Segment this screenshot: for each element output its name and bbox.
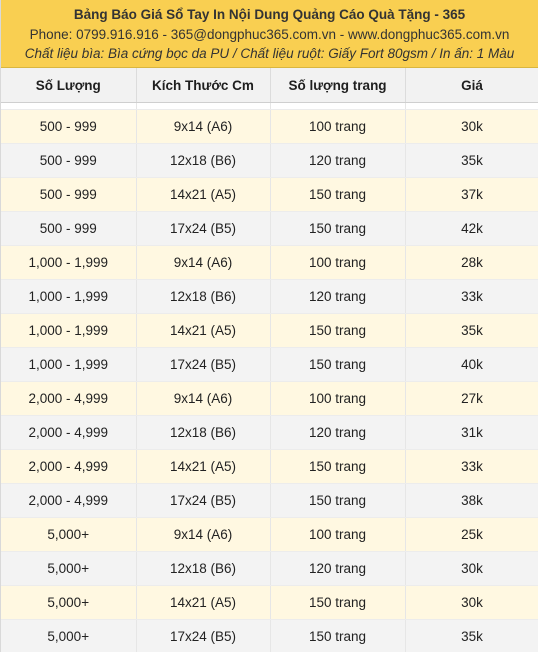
table-row: 500 - 999 14x21 (A5) 150 trang 37k bbox=[1, 177, 538, 212]
cell-pages[interactable]: 100 trang bbox=[270, 245, 406, 280]
table-row: 2,000 - 4,999 12x18 (B6) 120 trang 31k bbox=[1, 415, 538, 450]
cell-quantity[interactable]: 1,000 - 1,999 bbox=[1, 313, 137, 348]
table-row: 5,000+ 14x21 (A5) 150 trang 30k bbox=[1, 585, 538, 620]
table-row: 1,000 - 1,999 14x21 (A5) 150 trang 35k bbox=[1, 313, 538, 348]
cell-quantity[interactable]: 1,000 - 1,999 bbox=[1, 245, 137, 280]
cell-price[interactable]: 42k bbox=[405, 211, 538, 246]
cell-pages[interactable]: 100 trang bbox=[270, 381, 406, 416]
cell-size[interactable]: 17x24 (B5) bbox=[136, 619, 271, 652]
cell-size[interactable]: 12x18 (B6) bbox=[136, 143, 271, 178]
table-body: 500 - 999 9x14 (A6) 100 trang 30k 500 - 999 1… bbox=[1, 102, 538, 652]
cell-size[interactable]: 9x14 (A6) bbox=[136, 245, 271, 280]
table-row: 500 - 999 17x24 (B5) 150 trang 42k bbox=[1, 211, 538, 246]
cell-size[interactable]: 9x14 (A6) bbox=[136, 381, 271, 416]
cell-size[interactable]: 17x24 (B5) bbox=[136, 211, 271, 246]
cell-quantity[interactable]: 5,000+ bbox=[1, 551, 137, 586]
spacer-row bbox=[1, 102, 538, 110]
material-line: Chất liệu bìa: Bìa cứng bọc da PU / Chất… bbox=[24, 46, 515, 61]
table-row: 1,000 - 1,999 12x18 (B6) 120 trang 33k bbox=[1, 279, 538, 314]
cell-quantity[interactable]: 1,000 - 1,999 bbox=[1, 347, 137, 382]
cell-quantity[interactable]: 500 - 999 bbox=[1, 109, 137, 144]
cell-quantity[interactable]: 5,000+ bbox=[1, 517, 137, 552]
cell-pages[interactable]: 150 trang bbox=[270, 483, 406, 518]
cell-quantity[interactable]: 2,000 - 4,999 bbox=[1, 415, 137, 450]
cell-pages[interactable]: 150 trang bbox=[270, 619, 406, 652]
cell-pages[interactable]: 100 trang bbox=[270, 517, 406, 552]
price-table: Số Lượng Kích Thước Cm Số lượng trang Gi… bbox=[1, 68, 538, 652]
header-size[interactable]: Kích Thước Cm bbox=[136, 68, 271, 103]
cell-price[interactable]: 35k bbox=[405, 313, 538, 348]
sheet-title: Bảng Báo Giá Sổ Tay In Nội Dung Quảng Cá… bbox=[73, 7, 466, 22]
cell-price[interactable]: 25k bbox=[405, 517, 538, 552]
cell-quantity[interactable]: 1,000 - 1,999 bbox=[1, 279, 137, 314]
spacer-cell bbox=[1, 102, 137, 110]
cell-price[interactable]: 28k bbox=[405, 245, 538, 280]
cell-price[interactable]: 35k bbox=[405, 143, 538, 178]
table-row: 500 - 999 9x14 (A6) 100 trang 30k bbox=[1, 109, 538, 144]
cell-price[interactable]: 27k bbox=[405, 381, 538, 416]
cell-price[interactable]: 33k bbox=[405, 449, 538, 484]
cell-size[interactable]: 14x21 (A5) bbox=[136, 449, 271, 484]
cell-quantity[interactable]: 5,000+ bbox=[1, 619, 137, 652]
cell-price[interactable]: 40k bbox=[405, 347, 538, 382]
cell-price[interactable]: 37k bbox=[405, 177, 538, 212]
cell-size[interactable]: 12x18 (B6) bbox=[136, 551, 271, 586]
cell-size[interactable]: 14x21 (A5) bbox=[136, 585, 271, 620]
cell-size[interactable]: 17x24 (B5) bbox=[136, 483, 271, 518]
cell-pages[interactable]: 120 trang bbox=[270, 415, 406, 450]
cell-pages[interactable]: 150 trang bbox=[270, 313, 406, 348]
header-pages[interactable]: Số lượng trang bbox=[270, 68, 406, 103]
cell-pages[interactable]: 150 trang bbox=[270, 585, 406, 620]
table-row: 2,000 - 4,999 14x21 (A5) 150 trang 33k bbox=[1, 449, 538, 484]
cell-price[interactable]: 31k bbox=[405, 415, 538, 450]
table-row: 2,000 - 4,999 17x24 (B5) 150 trang 38k bbox=[1, 483, 538, 518]
table-row: 1,000 - 1,999 9x14 (A6) 100 trang 28k bbox=[1, 245, 538, 280]
spacer-cell bbox=[136, 102, 271, 110]
cell-pages[interactable]: 120 trang bbox=[270, 279, 406, 314]
cell-quantity[interactable]: 500 - 999 bbox=[1, 177, 137, 212]
spacer-cell bbox=[270, 102, 406, 110]
cell-size[interactable]: 9x14 (A6) bbox=[136, 109, 271, 144]
cell-quantity[interactable]: 2,000 - 4,999 bbox=[1, 483, 137, 518]
cell-price[interactable]: 30k bbox=[405, 585, 538, 620]
table-row: 500 - 999 12x18 (B6) 120 trang 35k bbox=[1, 143, 538, 178]
table-row: 5,000+ 17x24 (B5) 150 trang 35k bbox=[1, 619, 538, 652]
table-row: 5,000+ 9x14 (A6) 100 trang 25k bbox=[1, 517, 538, 552]
header-row: Số Lượng Kích Thước Cm Số lượng trang Gi… bbox=[1, 68, 538, 103]
cell-size[interactable]: 12x18 (B6) bbox=[136, 279, 271, 314]
cell-pages[interactable]: 120 trang bbox=[270, 143, 406, 178]
cell-size[interactable]: 17x24 (B5) bbox=[136, 347, 271, 382]
contact-line: Phone: 0799.916.916 - 365@dongphuc365.co… bbox=[29, 27, 510, 42]
cell-price[interactable]: 35k bbox=[405, 619, 538, 652]
table-row: 2,000 - 4,999 9x14 (A6) 100 trang 27k bbox=[1, 381, 538, 416]
cell-price[interactable]: 30k bbox=[405, 109, 538, 144]
cell-quantity[interactable]: 500 - 999 bbox=[1, 143, 137, 178]
table-row: 5,000+ 12x18 (B6) 120 trang 30k bbox=[1, 551, 538, 586]
cell-price[interactable]: 38k bbox=[405, 483, 538, 518]
cell-price[interactable]: 30k bbox=[405, 551, 538, 586]
cell-quantity[interactable]: 500 - 999 bbox=[1, 211, 137, 246]
cell-quantity[interactable]: 5,000+ bbox=[1, 585, 137, 620]
cell-size[interactable]: 14x21 (A5) bbox=[136, 177, 271, 212]
spacer-cell bbox=[405, 102, 538, 110]
header-price[interactable]: Giá bbox=[405, 68, 538, 103]
cell-pages[interactable]: 150 trang bbox=[270, 211, 406, 246]
cell-pages[interactable]: 150 trang bbox=[270, 177, 406, 212]
header-banner: Bảng Báo Giá Sổ Tay In Nội Dung Quảng Cá… bbox=[1, 0, 538, 68]
cell-size[interactable]: 9x14 (A6) bbox=[136, 517, 271, 552]
cell-size[interactable]: 12x18 (B6) bbox=[136, 415, 271, 450]
cell-quantity[interactable]: 2,000 - 4,999 bbox=[1, 381, 137, 416]
cell-size[interactable]: 14x21 (A5) bbox=[136, 313, 271, 348]
cell-quantity[interactable]: 2,000 - 4,999 bbox=[1, 449, 137, 484]
cell-price[interactable]: 33k bbox=[405, 279, 538, 314]
cell-pages[interactable]: 120 trang bbox=[270, 551, 406, 586]
header-quantity[interactable]: Số Lượng bbox=[1, 68, 137, 103]
cell-pages[interactable]: 100 trang bbox=[270, 109, 406, 144]
cell-pages[interactable]: 150 trang bbox=[270, 449, 406, 484]
cell-pages[interactable]: 150 trang bbox=[270, 347, 406, 382]
table-row: 1,000 - 1,999 17x24 (B5) 150 trang 40k bbox=[1, 347, 538, 382]
